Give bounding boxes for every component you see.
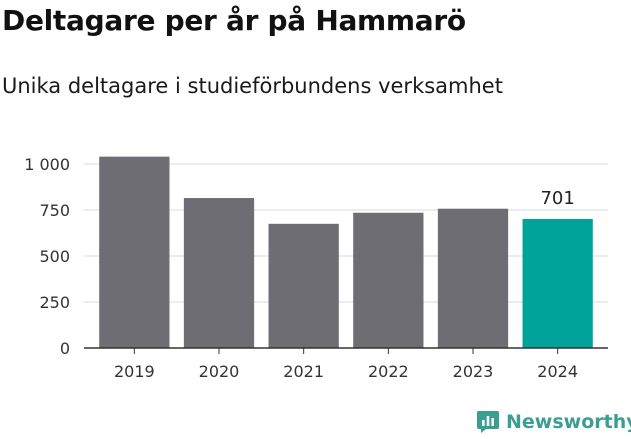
bar (99, 156, 170, 348)
y-tick-label: 0 (60, 339, 70, 358)
y-tick-label: 250 (39, 293, 70, 312)
newsworthy-logo-icon (477, 411, 499, 433)
brand-name: Newsworthy (506, 411, 631, 433)
data-label: 701 (540, 188, 574, 209)
bar (183, 198, 255, 348)
y-tick-label: 500 (39, 247, 70, 266)
x-tick-label: 2022 (368, 362, 409, 381)
y-tick-label: 750 (39, 201, 70, 220)
x-tick-label: 2021 (283, 362, 324, 381)
x-tick-label: 2019 (114, 362, 155, 381)
bar (353, 212, 424, 348)
chart-subtitle: Unika deltagare i studieförbundens verks… (2, 74, 503, 98)
bar-chart: 0 250 500 750 1 000 2019 2020 2021 2022 2023 2024 7… (24, 155, 608, 381)
bar (268, 223, 339, 348)
bar (437, 208, 509, 348)
chart-title: Deltagare per år på Hammarö (2, 4, 466, 37)
newsworthy-brand: Newsworthy (476, 407, 631, 437)
x-tick-label: 2023 (453, 362, 494, 381)
y-tick-label: 1 000 (24, 155, 70, 174)
x-tick-label: 2020 (199, 362, 240, 381)
x-tick-label: 2024 (537, 362, 578, 381)
bar (522, 219, 593, 348)
